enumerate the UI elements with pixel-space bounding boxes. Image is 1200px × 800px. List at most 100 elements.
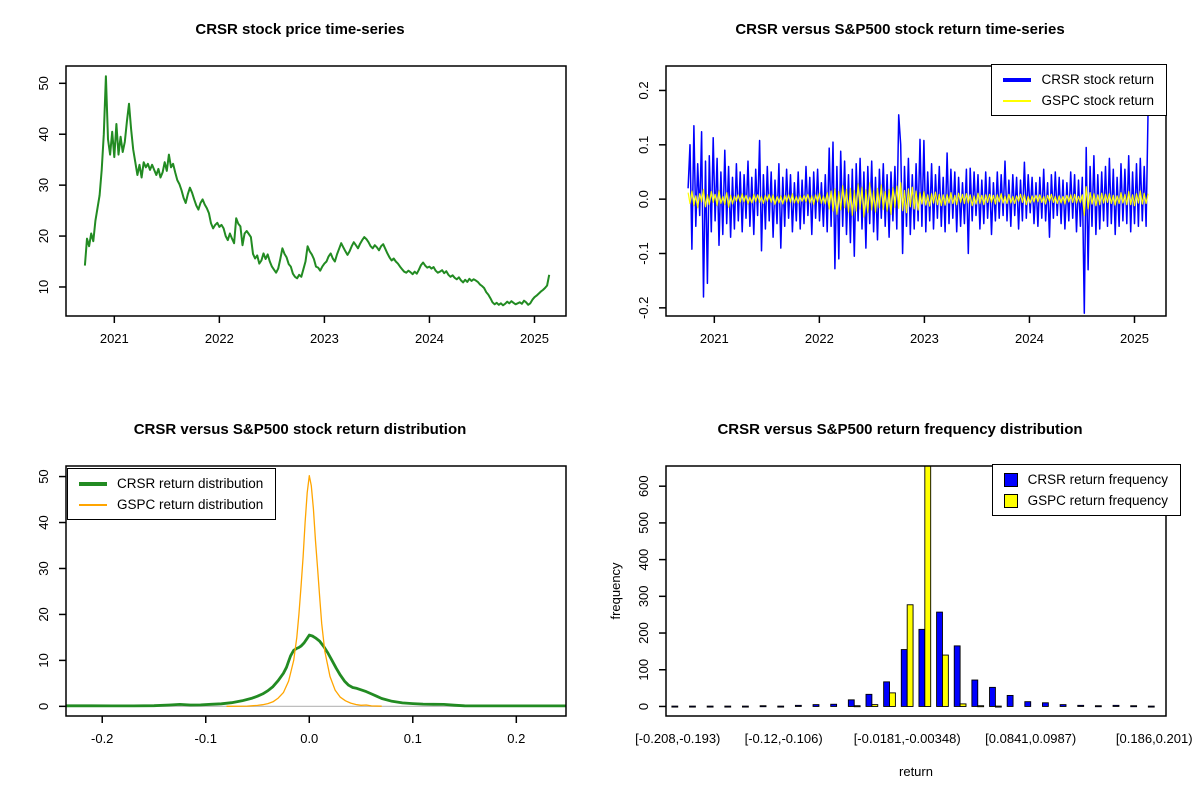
- histogram-legend: CRSR return frequency GSPC return freque…: [991, 464, 1181, 516]
- y-tick-label: 0.2: [636, 81, 651, 99]
- returns-chart-panel: CRSR versus S&P500 stock return time-ser…: [600, 0, 1200, 400]
- hist-bar: [1147, 705, 1155, 708]
- density-chart-panel: CRSR versus S&P500 stock return distribu…: [0, 400, 600, 800]
- hist-bar: [871, 704, 879, 707]
- series-line: [687, 109, 1149, 315]
- hist-bar: [794, 704, 802, 707]
- plot-box: [665, 465, 1167, 717]
- hist-bar: [853, 705, 861, 708]
- hist-bar: [918, 628, 926, 707]
- hist-bar: [671, 705, 679, 708]
- bin-label: [-0.0181,-0.00348): [854, 731, 961, 746]
- y-tick-label: 400: [636, 549, 651, 571]
- gspc-density-line-swatch: [79, 503, 107, 506]
- hist-bar: [889, 692, 896, 707]
- legend-item: GSPC return frequency: [1003, 493, 1168, 508]
- plot-box: [65, 65, 567, 317]
- y-tick-label: 0.0: [636, 190, 651, 208]
- bin-label: [-0.12,-0.106): [745, 731, 823, 746]
- y-tick-label: 0: [36, 703, 51, 710]
- x-tick-label: 0.0: [300, 731, 318, 746]
- hist-bar: [900, 649, 908, 707]
- chart-title: CRSR versus S&P500 stock return distribu…: [133, 421, 467, 438]
- y-tick-label: 100: [636, 659, 651, 681]
- series-line: [66, 633, 566, 708]
- price-chart-panel: CRSR stock price time-series 2021 2022 202…: [0, 0, 600, 400]
- density-plot: -0.2 -0.1 0.0 0.1 0.2 0 10 20 30 40 50: [36, 465, 567, 746]
- x-tick-label: 2022: [805, 331, 834, 346]
- hist-bar: [1006, 694, 1014, 707]
- x-tick-label: 2021: [100, 331, 129, 346]
- y-tick-label: 40: [36, 127, 51, 141]
- y-axis-label: frequency: [608, 562, 623, 620]
- chart-title: CRSR versus S&P500 stock return time-ser…: [735, 21, 1065, 38]
- legend-item: GSPC stock return: [1003, 93, 1154, 108]
- x-tick-label: 2024: [415, 331, 444, 346]
- y-tick-label: -0.2: [636, 297, 651, 319]
- x-tick-label: -0.1: [195, 731, 217, 746]
- chart-title: CRSR versus S&P500 return frequency dist…: [717, 421, 1083, 438]
- hist-bar: [906, 604, 914, 707]
- hist-bar: [689, 705, 696, 708]
- hist-bar: [1077, 704, 1085, 707]
- hist-bar: [1024, 701, 1032, 707]
- legend-item: CRSR stock return: [1003, 72, 1154, 87]
- legend-item: GSPC return distribution: [79, 497, 263, 512]
- y-tick-label: 30: [36, 561, 51, 575]
- hist-bar: [971, 679, 979, 707]
- x-tick-label: 2023: [310, 331, 339, 346]
- hist-bar: [994, 705, 1002, 708]
- x-tick-label: 2025: [1120, 331, 1149, 346]
- hist-bar: [1094, 705, 1102, 708]
- hist-bar: [924, 465, 932, 707]
- y-tick-label: 10: [36, 280, 51, 294]
- hist-bar: [1042, 702, 1049, 707]
- x-tick-label: -0.2: [91, 731, 113, 746]
- y-tick-label: 40: [36, 515, 51, 529]
- histogram-chart-panel: CRSR versus S&P500 return frequency dist…: [600, 400, 1200, 800]
- chart-title: CRSR stock price time-series: [195, 21, 405, 38]
- legend-label: GSPC return distribution: [117, 497, 264, 512]
- hist-bar: [936, 611, 943, 707]
- x-tick-label: 2023: [910, 331, 939, 346]
- plot-box: [65, 465, 567, 717]
- legend-label: GSPC stock return: [1041, 93, 1154, 108]
- y-tick-label: 50: [36, 76, 51, 90]
- gspc-frequency-swatch: [1003, 493, 1018, 508]
- hist-bar: [812, 704, 820, 707]
- bin-label: [0.0841,0.0987): [985, 731, 1076, 746]
- hist-bar: [1130, 705, 1138, 708]
- plot-box: [665, 65, 1167, 317]
- crsr-return-line-swatch: [1003, 77, 1032, 82]
- hist-bar: [1112, 704, 1120, 707]
- legend-item: CRSR return distribution: [79, 476, 263, 491]
- x-tick-label: 0.2: [507, 731, 525, 746]
- bin-label: [-0.208,-0.193): [635, 731, 720, 746]
- x-tick-label: 2022: [205, 331, 234, 346]
- y-tick-label: 0.1: [636, 136, 651, 154]
- hist-bar: [883, 681, 890, 707]
- hist-bar: [953, 645, 961, 707]
- series-line: [83, 75, 551, 307]
- y-tick-label: 10: [36, 653, 51, 667]
- x-tick-label: 2021: [700, 331, 729, 346]
- gspc-return-line-swatch: [1003, 99, 1032, 102]
- histogram-plot: [-0.208,-0.193) [-0.12,-0.106) [-0.0181,-0…: [608, 465, 1193, 779]
- x-axis-label: return: [899, 764, 933, 779]
- hist-bar: [724, 705, 732, 708]
- hist-bar: [759, 705, 767, 708]
- returns-legend: CRSR stock return GSPC stock return: [991, 64, 1167, 116]
- bin-label: [0.186,0.201): [1116, 731, 1193, 746]
- hist-bar: [977, 705, 985, 708]
- hist-bar: [706, 705, 714, 708]
- series-line: [687, 182, 1149, 218]
- hist-bar: [742, 705, 749, 708]
- hist-bar: [847, 699, 855, 707]
- hist-bar: [942, 654, 949, 707]
- legend-label: GSPC return frequency: [1027, 493, 1168, 508]
- hist-bar: [777, 705, 785, 708]
- y-tick-label: -0.1: [636, 242, 651, 264]
- series-line: [226, 475, 382, 707]
- y-tick-label: 50: [36, 469, 51, 483]
